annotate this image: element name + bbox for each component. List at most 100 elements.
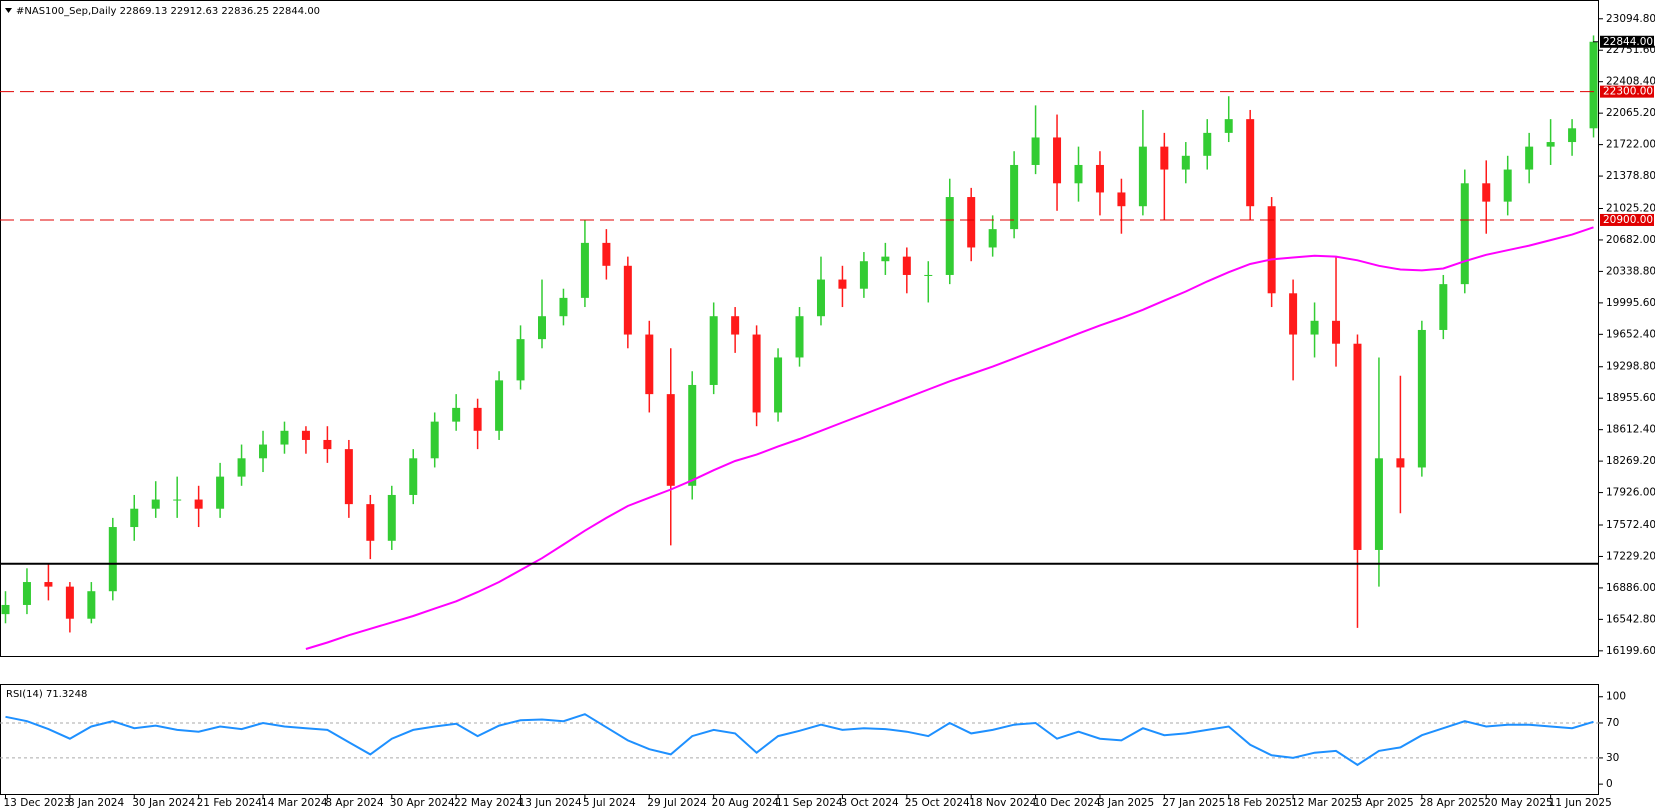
candle-body xyxy=(666,394,675,486)
candle-body xyxy=(988,229,997,248)
candle-body xyxy=(731,316,740,335)
candle-body xyxy=(473,407,482,431)
candle-body xyxy=(151,499,160,509)
x-tick-label: 8 Jan 2024 xyxy=(68,797,125,809)
candle-body xyxy=(1396,458,1405,468)
y-tick-label: 19995.60 xyxy=(1606,297,1655,309)
candle-body xyxy=(1246,119,1255,207)
rsi-title: RSI(14) 71.3248 xyxy=(6,689,87,700)
level-label-box xyxy=(1600,85,1654,98)
candle-body xyxy=(688,384,697,486)
y-tick-label: 23094.80 xyxy=(1606,13,1655,25)
y-tick-label: 21025.20 xyxy=(1606,202,1655,214)
candle-body xyxy=(387,494,396,541)
y-tick-label: 20338.80 xyxy=(1606,265,1655,277)
moving-average xyxy=(305,226,1594,650)
candle-body xyxy=(774,357,783,413)
y-tick-label: 21722.00 xyxy=(1606,139,1655,151)
y-tick-label: 20682.00 xyxy=(1606,234,1655,246)
candle-body xyxy=(1482,183,1491,202)
candle-body xyxy=(237,458,246,477)
candle-body xyxy=(430,421,439,459)
x-tick-label: 30 Jan 2024 xyxy=(132,797,195,809)
y-tick-label: 17926.00 xyxy=(1606,487,1655,499)
candle-body xyxy=(173,499,182,501)
candle-body xyxy=(859,261,868,289)
candle-body xyxy=(645,334,654,395)
candle-body xyxy=(580,242,589,298)
last-price-label: 22844.00 xyxy=(1603,36,1653,48)
candle-body xyxy=(22,582,31,605)
price-title: #NAS100_Sep,Daily 22869.13 22912.63 2283… xyxy=(16,6,320,17)
x-tick-label: 14 Mar 2024 xyxy=(261,797,328,809)
x-tick-label: 11 Jun 2025 xyxy=(1549,797,1612,809)
candle-body xyxy=(516,339,525,381)
x-tick-label: 20 Aug 2024 xyxy=(712,797,780,809)
x-tick-label: 29 Jul 2024 xyxy=(647,797,707,809)
candle-body xyxy=(1374,458,1383,550)
y-tick-label: 19298.80 xyxy=(1606,361,1655,373)
x-tick-label: 3 Oct 2024 xyxy=(840,797,899,809)
x-tick-label: 12 Mar 2025 xyxy=(1291,797,1358,809)
x-tick-label: 20 May 2025 xyxy=(1484,797,1552,809)
x-tick-label: 13 Dec 2023 xyxy=(4,797,71,809)
level-label: 22300.00 xyxy=(1603,86,1653,98)
candle-body xyxy=(1546,142,1555,147)
y-tick-label: 18612.40 xyxy=(1606,424,1655,436)
candle-body xyxy=(301,430,310,440)
candle-body xyxy=(1010,164,1019,230)
x-tick-label: 30 Apr 2024 xyxy=(390,797,455,809)
level-label: 20900.00 xyxy=(1603,214,1653,226)
y-tick-label: 17572.40 xyxy=(1606,519,1655,531)
candle-body xyxy=(280,430,289,445)
candle-body xyxy=(366,504,375,541)
candle-body xyxy=(1589,41,1598,129)
candle-body xyxy=(65,586,74,619)
candle-body xyxy=(881,256,890,262)
candle-body xyxy=(623,265,632,335)
x-tick-label: 13 Jun 2024 xyxy=(519,797,582,809)
candle-body xyxy=(216,476,225,509)
y-tick-label: 22408.40 xyxy=(1606,76,1655,88)
y-tick-label: 18269.20 xyxy=(1606,455,1655,467)
x-tick-label: 3 Jan 2025 xyxy=(1098,797,1154,809)
y-tick-label: 16199.60 xyxy=(1606,645,1655,657)
y-tick-label: 18955.60 xyxy=(1606,392,1655,404)
y-tick-label: 17229.20 xyxy=(1606,550,1655,562)
candle-body xyxy=(452,407,461,422)
candle-body xyxy=(967,197,976,248)
candle-body xyxy=(1289,293,1298,335)
menu-arrow xyxy=(5,8,12,13)
candle-body xyxy=(1224,119,1233,133)
x-tick-label: 25 Oct 2024 xyxy=(905,797,970,809)
candle-body xyxy=(795,316,804,358)
candle-body xyxy=(752,334,761,413)
candle-body xyxy=(1439,284,1448,330)
y-tick-label: 19652.40 xyxy=(1606,328,1655,340)
candle-body xyxy=(1310,320,1319,335)
candle-body xyxy=(1181,155,1190,170)
x-tick-label: 27 Jan 2025 xyxy=(1162,797,1225,809)
x-tick-label: 11 Sep 2024 xyxy=(776,797,843,809)
y-tick-label: 22065.20 xyxy=(1606,107,1655,119)
x-tick-label: 8 Apr 2024 xyxy=(325,797,384,809)
candle-body xyxy=(602,242,611,266)
candle-body xyxy=(1095,164,1104,193)
candle-body xyxy=(1568,128,1577,143)
x-tick-label: 3 Apr 2025 xyxy=(1355,797,1413,809)
candle-body xyxy=(1503,169,1512,202)
candle-body xyxy=(709,316,718,385)
candle-body xyxy=(924,274,933,276)
candle-body xyxy=(1417,329,1426,468)
candle-body xyxy=(816,279,825,317)
x-tick-label: 21 Feb 2024 xyxy=(197,797,263,809)
candle-body xyxy=(495,380,504,431)
candle-body xyxy=(1460,183,1469,285)
y-tick-label: 0 xyxy=(1606,778,1613,790)
candle-body xyxy=(344,449,353,505)
x-tick-label: 18 Nov 2024 xyxy=(969,797,1037,809)
candle-body xyxy=(44,582,53,587)
y-tick-label: 21378.80 xyxy=(1606,170,1655,182)
y-tick-label: 16542.80 xyxy=(1606,613,1655,625)
